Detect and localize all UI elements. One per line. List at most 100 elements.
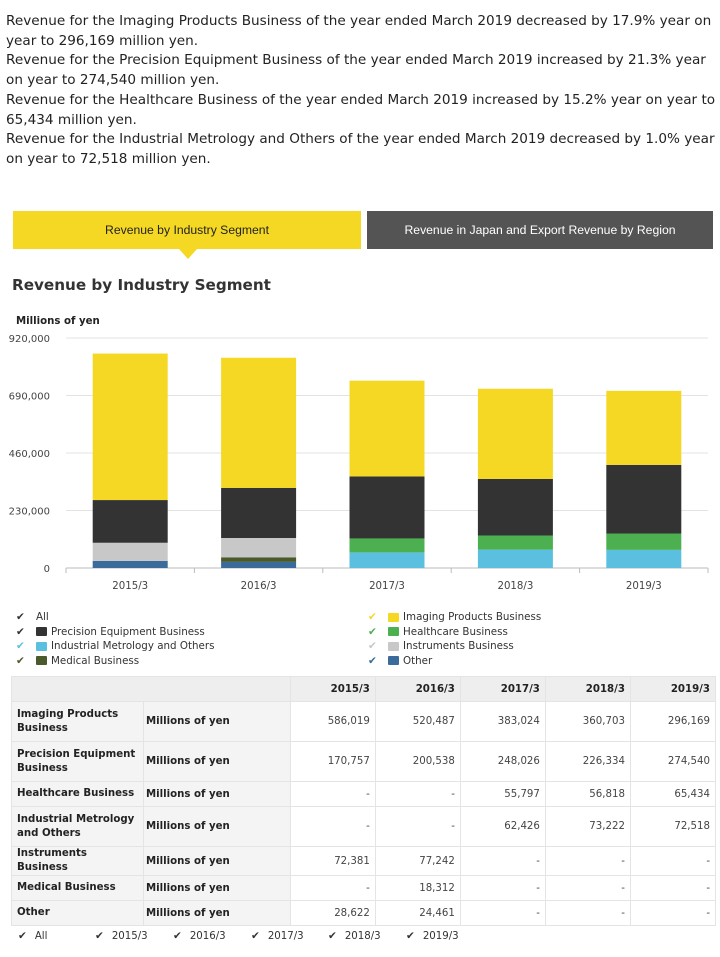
table-corner [11,676,291,702]
bar-healthcare [349,538,425,553]
checkmark-icon: ✔ [328,930,337,942]
y-tick-label: 690,000 [9,392,50,403]
table-cell: - [629,900,717,926]
bar-imaging [606,390,682,465]
table-column-header: 2017/3 [459,676,546,702]
checkmark-icon: ✔ [16,640,25,652]
row-unit: Millions of yen [143,806,291,847]
table-cell: 65,434 [629,781,717,807]
tab-revenue-by-industry-segment[interactable]: Revenue by Industry Segment [13,211,361,259]
legend-item-precision[interactable]: ✔ Precision Equipment Business [16,625,205,639]
row-label: Imaging Products Business [11,701,144,742]
checkmark-icon: ✔ [173,930,182,942]
table-row: Industrial Metrology and Others Millions … [11,806,717,847]
y-tick-label: 460,000 [9,449,50,460]
legend-label: Other [403,654,433,667]
checkmark-icon: ✔ [16,654,25,667]
row-label: Other [11,900,144,926]
y-tick-label: 0 [44,564,50,575]
table-cell: - [459,846,546,876]
y-tick-label: 920,000 [9,334,50,345]
legend-item-healthcare[interactable]: ✔ Healthcare Business [368,625,508,639]
table-row: Precision Equipment Business Millions of … [11,741,717,782]
table-cell: 383,024 [459,701,546,742]
checkmark-icon: ✔ [16,611,25,623]
tab-revenue-by-region[interactable]: Revenue in Japan and Export Revenue by R… [367,211,713,249]
table-cell: 56,818 [544,781,631,807]
row-unit: Millions of yen [143,701,291,742]
table-cell: 24,461 [374,900,461,926]
column-toggle-2016-3[interactable]: ✔ 2016/3 [173,930,226,942]
checkmark-icon: ✔ [368,625,377,638]
table-cell: - [629,875,717,901]
legend-swatch [388,641,399,651]
bar-industrial [349,552,425,568]
table-row: Healthcare Business Millions of yen - -55,7… [11,781,717,807]
bar-industrial [477,549,553,568]
legend-item-instruments[interactable]: ✔ Instruments Business [368,639,514,653]
intro-text: Revenue for the Imaging Products Busines… [6,12,718,170]
legend-label: Instruments Business [403,640,514,652]
column-toggle-2017-3[interactable]: ✔ 2017/3 [251,930,304,942]
table-row: Medical Business Millions of yen -18,312- -… [11,875,717,901]
legend-item-all[interactable]: ✔ All [16,610,49,624]
legend-swatch [36,656,47,665]
table-cell: - [544,875,631,901]
bar-imaging [349,380,425,477]
table-row: Other Millions of yen 28,622 24,461- - - [11,900,717,926]
column-toggle-all[interactable]: ✔ All [18,930,47,942]
table-cell: - [289,781,376,807]
table-cell: - [459,900,546,926]
column-toggles: ✔ All ✔ 2015/3 ✔ 2016/3 ✔ 2017/3 ✔ 2018/3 ✔ 2019/3 [18,930,718,946]
table-cell: 72,518 [629,806,717,847]
column-toggle-2019-3[interactable]: ✔ 2019/3 [406,930,459,942]
table-cell: 200,538 [374,741,461,782]
row-label: Industrial Metrology and Others [11,806,144,847]
table-cell: 520,487 [374,701,461,742]
row-unit: Millions of yen [143,900,291,926]
table-cell: - [629,846,717,876]
checkmark-icon: ✔ [368,640,377,652]
table-cell: 248,026 [459,741,546,782]
checkmark-icon: ✔ [368,611,377,623]
table-cell: 296,169 [629,701,717,742]
checkmark-icon: ✔ [406,930,415,942]
legend-label: Industrial Metrology and Others [51,640,215,652]
table-cell: 77,242 [374,846,461,876]
x-tick-label: 2019/3 [626,581,662,592]
y-axis-label: Millions of yen [16,316,100,327]
section-title: Revenue by Industry Segment [12,276,271,294]
table-cell: 360,703 [544,701,631,742]
legend-item-imaging[interactable]: ✔ Imaging Products Business [368,610,541,624]
legend-item-industrial[interactable]: ✔ Industrial Metrology and Others [16,639,214,653]
table-row: Instruments Business Millions of yen 72,38… [11,846,717,876]
column-toggle-label: 2015/3 [111,930,148,942]
column-toggle-2015-3[interactable]: ✔ 2015/3 [95,930,148,942]
column-toggle-label: 2018/3 [344,930,381,942]
table-cell: - [374,781,461,807]
table-column-header: 2019/3 [629,676,717,702]
table-cell: 73,222 [544,806,631,847]
checkmark-icon: ✔ [16,625,25,638]
table-cell: - [544,846,631,876]
legend-label: Medical Business [51,654,140,667]
legend-item-medical[interactable]: ✔ Medical Business [16,654,139,668]
legend-swatch [388,612,399,622]
table-cell: 72,381 [289,846,376,876]
row-unit: Millions of yen [143,846,291,876]
legend-swatch [36,641,47,651]
row-label: Instruments Business [11,846,144,876]
legend-item-other[interactable]: ✔ Other [368,654,432,668]
bar-precision [221,487,297,538]
bar-healthcare [606,533,682,550]
row-unit: Millions of yen [143,781,291,807]
bar-instruments [92,542,168,561]
x-tick-label: 2015/3 [112,581,148,592]
column-toggle-2018-3[interactable]: ✔ 2018/3 [328,930,381,942]
intro-paragraph: Revenue for the Healthcare Business of t… [6,91,716,128]
table-cell: - [544,900,631,926]
legend-label: Precision Equipment Business [51,625,205,638]
bar-precision [92,500,168,543]
x-tick-label: 2017/3 [369,581,405,592]
row-label: Medical Business [11,875,144,901]
